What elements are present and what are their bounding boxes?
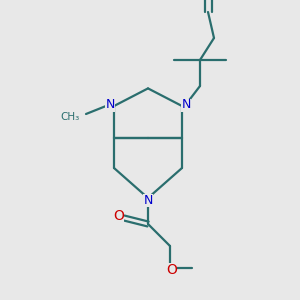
Text: N: N [143, 194, 153, 206]
Text: O: O [167, 263, 177, 277]
Text: N: N [181, 98, 191, 112]
Text: O: O [114, 209, 124, 223]
Text: CH₃: CH₃ [61, 112, 80, 122]
Text: N: N [105, 98, 115, 112]
